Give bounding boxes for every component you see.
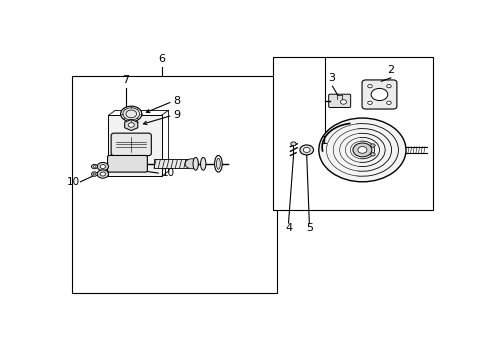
Circle shape — [367, 101, 371, 104]
Circle shape — [121, 106, 142, 122]
Circle shape — [97, 170, 108, 178]
Circle shape — [340, 100, 346, 104]
Circle shape — [303, 148, 309, 152]
Bar — [154, 159, 188, 168]
Circle shape — [100, 172, 105, 176]
Text: 6: 6 — [158, 54, 165, 64]
Ellipse shape — [214, 156, 222, 172]
Ellipse shape — [216, 158, 220, 169]
Circle shape — [93, 166, 96, 167]
Text: 4: 4 — [285, 223, 291, 233]
Circle shape — [367, 85, 371, 88]
Circle shape — [290, 142, 296, 146]
Circle shape — [318, 118, 405, 182]
Text: 10: 10 — [67, 177, 80, 187]
Circle shape — [91, 172, 97, 176]
Circle shape — [93, 173, 96, 175]
Circle shape — [128, 123, 134, 127]
FancyBboxPatch shape — [328, 94, 350, 108]
Circle shape — [352, 143, 371, 157]
Circle shape — [100, 165, 105, 168]
Circle shape — [299, 145, 313, 155]
FancyBboxPatch shape — [111, 133, 151, 156]
Polygon shape — [124, 120, 138, 131]
Ellipse shape — [193, 157, 198, 170]
Circle shape — [386, 101, 390, 104]
Circle shape — [97, 162, 108, 171]
Text: 5: 5 — [305, 223, 312, 233]
FancyBboxPatch shape — [107, 156, 147, 172]
Bar — [72, 76, 277, 293]
Text: 10: 10 — [161, 168, 174, 179]
Ellipse shape — [200, 157, 205, 170]
Circle shape — [386, 85, 390, 88]
Circle shape — [357, 147, 366, 153]
Circle shape — [370, 144, 374, 147]
Text: 8: 8 — [173, 96, 180, 107]
Polygon shape — [108, 115, 161, 176]
Circle shape — [91, 164, 97, 169]
Text: 7: 7 — [122, 75, 129, 85]
Text: 3: 3 — [328, 73, 335, 84]
Text: 2: 2 — [386, 65, 394, 75]
Text: 1: 1 — [320, 136, 327, 146]
Text: 9: 9 — [173, 110, 180, 120]
Bar — [273, 57, 432, 210]
FancyBboxPatch shape — [361, 80, 396, 109]
Circle shape — [370, 89, 387, 100]
Circle shape — [370, 153, 374, 156]
Circle shape — [184, 159, 198, 169]
